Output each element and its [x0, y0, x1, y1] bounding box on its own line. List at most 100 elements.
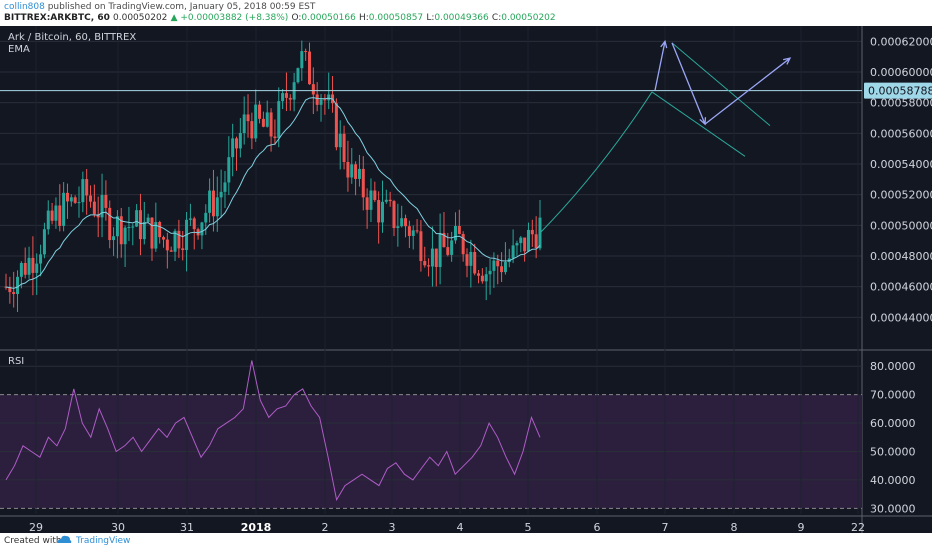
candle-body — [519, 237, 523, 244]
candle-body — [246, 114, 250, 122]
author-link[interactable]: collin808 — [4, 2, 45, 12]
candle-body — [50, 210, 54, 221]
price-axis-tick: 0.00050000 — [870, 219, 932, 232]
candle-body — [192, 218, 196, 230]
candle-body — [235, 138, 239, 149]
candle-body — [188, 218, 192, 220]
candle-body — [250, 121, 254, 139]
candle-body — [215, 197, 219, 217]
candle-body — [438, 233, 442, 267]
candle-body — [273, 136, 277, 139]
candle-body — [19, 262, 23, 277]
symbol-label: BITTREX:ARKBTC, 60 — [4, 13, 110, 23]
candle-body — [119, 216, 123, 245]
candle-body — [177, 230, 181, 249]
arrow-head — [783, 57, 792, 65]
price-line-label-bg — [864, 82, 932, 99]
candle-body — [453, 225, 457, 241]
low-value: 0.00049366 — [434, 13, 489, 23]
tradingview-link[interactable]: TradingView — [76, 536, 131, 546]
candle-body — [227, 157, 231, 183]
time-axis-tick: 4 — [457, 521, 464, 534]
price-axis-tick: 0.00054000 — [870, 158, 932, 171]
price-axis-tick: 0.00044000 — [870, 311, 932, 324]
candle-body — [300, 51, 304, 69]
candle-body — [407, 226, 411, 236]
candle-body — [473, 251, 477, 274]
candle-body — [254, 104, 258, 139]
candle-body — [150, 217, 154, 249]
candle-body — [169, 250, 173, 252]
candle-body — [35, 263, 39, 273]
candle-body — [8, 287, 12, 293]
candle-body — [62, 192, 66, 226]
candle-body — [404, 218, 408, 227]
time-axis-tick: 22 — [851, 521, 865, 534]
candle-body — [534, 234, 538, 249]
candle-body — [323, 99, 327, 101]
candle-body — [380, 201, 384, 223]
candle-body — [334, 103, 338, 148]
candle-body — [69, 197, 73, 202]
candle-body — [461, 234, 465, 255]
candle-body — [261, 118, 265, 127]
candle-body — [446, 247, 450, 255]
time-axis-tick: 2 — [322, 521, 329, 534]
candle-body — [23, 262, 27, 275]
candle-body — [503, 262, 507, 273]
candle-body — [523, 237, 527, 252]
candle-body — [46, 210, 50, 230]
close-value: 0.00050202 — [501, 13, 556, 23]
candle-body — [158, 222, 162, 238]
time-axis-tick: 5 — [525, 521, 532, 534]
candle-body — [77, 202, 81, 204]
last-price: 0.00050202 — [113, 13, 168, 23]
time-axis-tick: 2018 — [241, 521, 272, 534]
projection-channel-line — [671, 42, 771, 127]
candle-body — [258, 104, 262, 119]
footer: Created with TradingView — [0, 533, 932, 550]
candle-body — [138, 210, 142, 240]
candle-body — [350, 164, 354, 178]
rsi-axis-tick: 40.0000 — [870, 474, 916, 487]
candle-body — [208, 190, 212, 213]
candle-body — [373, 190, 377, 201]
candle-body — [108, 207, 112, 241]
candle-body — [369, 190, 373, 210]
ema-line — [5, 97, 541, 289]
candle-body — [288, 97, 292, 100]
rsi-axis-tick: 50.0000 — [870, 445, 916, 458]
candle-body — [338, 133, 342, 148]
candle-body — [131, 226, 135, 228]
candle-body — [392, 201, 396, 228]
candle-body — [477, 273, 481, 276]
candle-body — [73, 197, 77, 203]
high-label: H: — [358, 13, 369, 23]
candle-body — [123, 227, 127, 245]
candle-body — [515, 243, 519, 246]
candle-body — [423, 261, 427, 266]
chart-canvas[interactable]: 0.00044000 0.00046000 0.00048000 0.00050000… — [0, 26, 932, 538]
projection-arrow — [671, 42, 706, 125]
candle-body — [342, 133, 346, 162]
time-axis-tick: 7 — [662, 521, 669, 534]
candle-body — [457, 225, 461, 235]
candle-body — [165, 239, 169, 251]
projection-arrow — [654, 41, 666, 91]
rsi-axis-tick: 80.0000 — [870, 360, 916, 373]
time-axis-tick: 8 — [731, 521, 738, 534]
candle-body — [154, 222, 158, 249]
candle-body — [357, 168, 361, 179]
candle-body — [219, 191, 223, 198]
candle-body — [181, 248, 185, 251]
price-line-label: 0.00058788 — [868, 85, 932, 98]
price-axis-tick: 0.00056000 — [870, 127, 932, 140]
candle-body — [311, 84, 315, 95]
candle-body — [434, 248, 438, 267]
candle-body — [384, 199, 388, 202]
candle-body — [100, 195, 104, 218]
candle-body — [427, 265, 431, 267]
candle-body — [58, 205, 62, 226]
candle-body — [526, 229, 530, 252]
candle-body — [488, 270, 492, 275]
